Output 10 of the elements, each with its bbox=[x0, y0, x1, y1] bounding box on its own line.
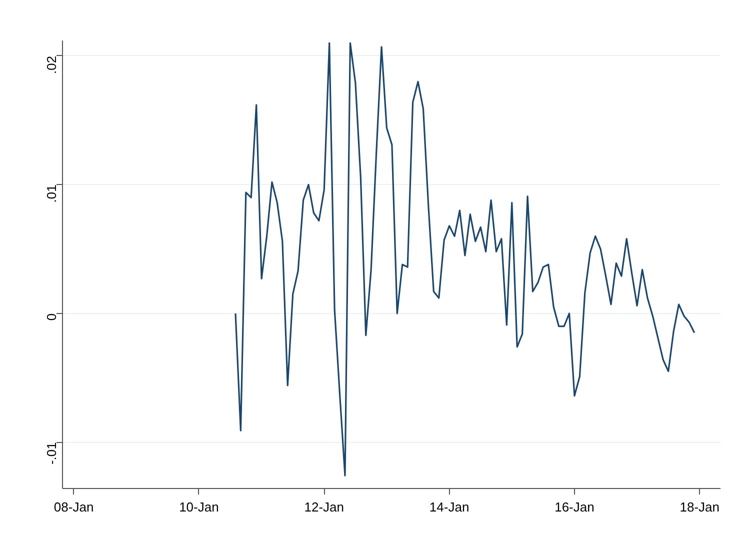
x-tick-label: 12-Jan bbox=[304, 500, 344, 514]
x-tick-label: 14-Jan bbox=[429, 500, 470, 514]
y-tick-label: .02 bbox=[44, 56, 59, 74]
x-tick-label: 18-Jan bbox=[680, 500, 720, 514]
y-tick-label: 0 bbox=[44, 313, 59, 321]
x-tick-label: 16-Jan bbox=[554, 500, 594, 514]
x-tick-label: 10-Jan bbox=[179, 500, 219, 514]
y-tick-label: .01 bbox=[44, 184, 59, 203]
y-tick-label: -.01 bbox=[44, 442, 59, 465]
x-tick-label: 08-Jan bbox=[54, 500, 94, 514]
